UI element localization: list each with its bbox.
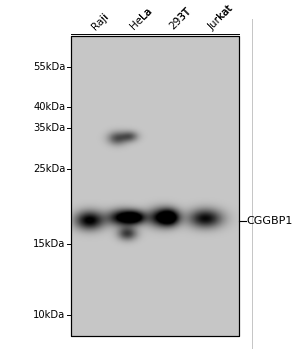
Text: 15kDa: 15kDa xyxy=(33,239,66,249)
Text: 35kDa: 35kDa xyxy=(33,123,66,133)
Text: 15kDa: 15kDa xyxy=(33,239,66,249)
Text: 293T: 293T xyxy=(168,6,193,31)
Text: 35kDa: 35kDa xyxy=(33,123,66,133)
Text: 55kDa: 55kDa xyxy=(33,62,66,72)
Text: Raji: Raji xyxy=(90,11,111,32)
Text: HeLa: HeLa xyxy=(129,6,154,31)
Text: Jurkat: Jurkat xyxy=(207,3,235,31)
Bar xyxy=(239,19,252,349)
Text: CGGBP1: CGGBP1 xyxy=(246,216,293,226)
Bar xyxy=(1,19,71,349)
Text: 293T: 293T xyxy=(168,6,193,31)
Text: HeLa: HeLa xyxy=(129,6,154,31)
Text: 25kDa: 25kDa xyxy=(33,164,66,175)
Text: 25kDa: 25kDa xyxy=(33,164,66,175)
Text: 40kDa: 40kDa xyxy=(34,102,66,112)
Text: Raji: Raji xyxy=(90,11,111,32)
Text: 55kDa: 55kDa xyxy=(33,62,66,72)
Bar xyxy=(71,36,239,336)
Bar xyxy=(71,36,239,336)
Text: 40kDa: 40kDa xyxy=(34,102,66,112)
Text: 10kDa: 10kDa xyxy=(33,310,66,320)
Text: 10kDa: 10kDa xyxy=(33,310,66,320)
Bar xyxy=(71,36,239,336)
Text: Jurkat: Jurkat xyxy=(207,3,235,31)
Bar xyxy=(71,336,239,349)
Bar xyxy=(71,19,239,36)
